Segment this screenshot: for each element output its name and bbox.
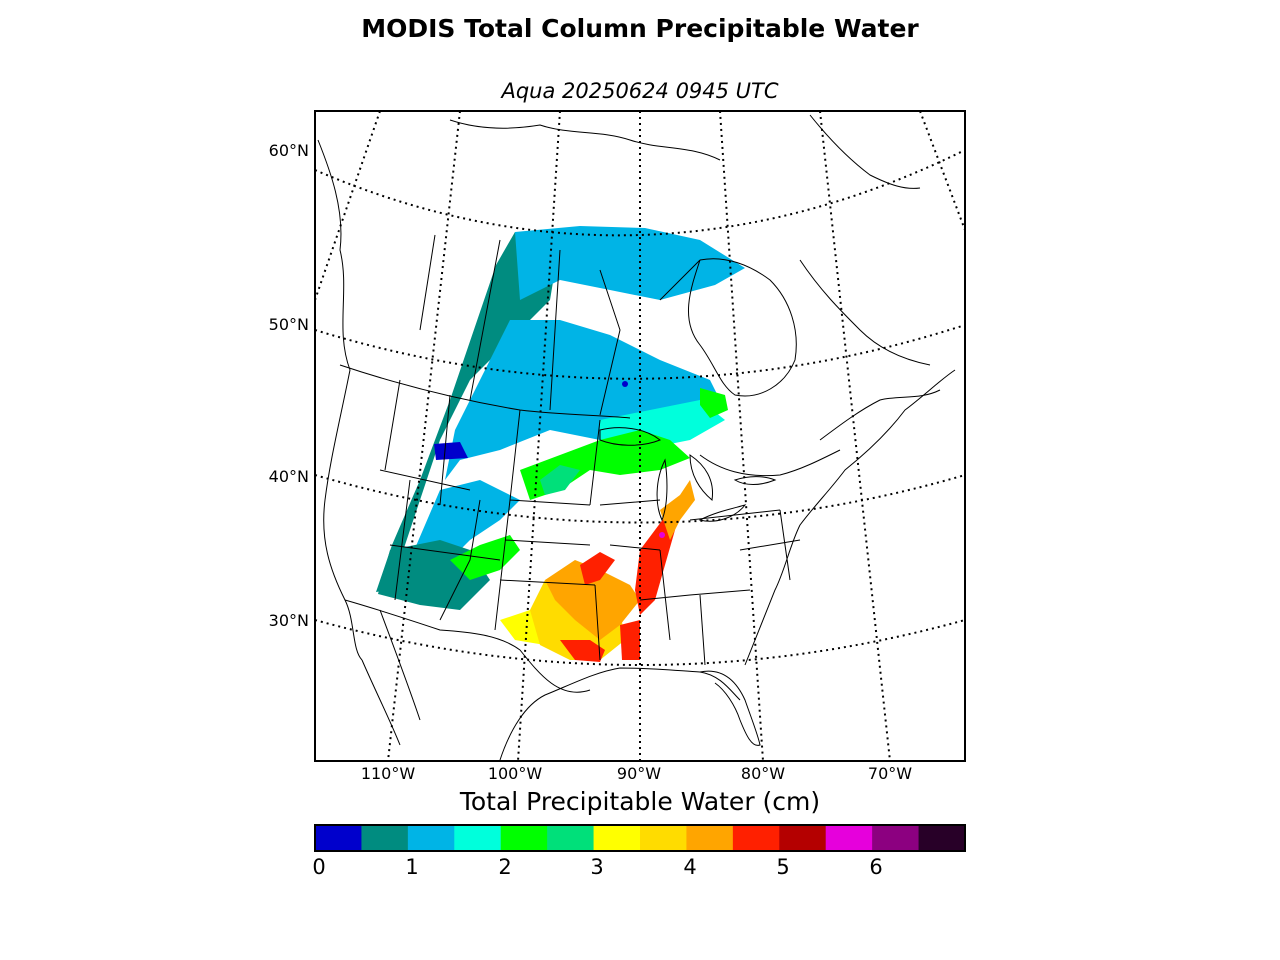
colorbar-swatch [454, 825, 502, 851]
great-lakes-michigan [656, 458, 668, 522]
swath-red-gulf [620, 620, 640, 660]
colorbar-swatch [872, 825, 920, 851]
greenland [809, 114, 921, 189]
swath-green-east [700, 388, 728, 418]
colorbar-swatch [686, 825, 734, 851]
map-title: MODIS Total Column Precipitable Water [361, 14, 919, 43]
colorbar-frame [314, 824, 966, 852]
map-subtitle: Aqua 20250624 0945 UTC [501, 79, 779, 103]
colorbar-swatch [732, 825, 780, 851]
swath-blue-north [515, 226, 745, 300]
swath-deepblue [434, 442, 468, 460]
arctic-coast [449, 119, 721, 161]
map-plot-area [315, 111, 965, 761]
swath-red-south [560, 640, 605, 662]
graticule [315, 111, 965, 761]
canada-provinces [419, 234, 701, 416]
colorbar-swatch [407, 825, 455, 851]
lon-label-80w: 80°W [740, 764, 786, 783]
meridian-110 [387, 111, 461, 761]
lat-label-60: 60°N [268, 141, 309, 160]
state-lines-midwest [599, 499, 801, 666]
swath-red-strip [635, 510, 675, 615]
swath-dark-dot [622, 381, 628, 387]
swath-midgreen [540, 465, 580, 495]
lon-label-70w: 70°W [867, 764, 913, 783]
colorbar-title: Total Precipitable Water (cm) [459, 787, 821, 816]
colorbar-swatch [547, 825, 595, 851]
colorbar-tick-4: 4 [683, 855, 697, 879]
political-boundaries [339, 234, 841, 693]
map-frame [314, 110, 966, 762]
colorbar-tick-1: 1 [405, 855, 419, 879]
gulf-st-lawrence [819, 389, 941, 441]
colorbar-tick-6: 6 [869, 855, 883, 879]
colorbar-swatch [640, 825, 687, 851]
state-lines-plains [494, 409, 601, 661]
lon-label-110w: 110°W [360, 764, 416, 783]
colorbar-tick-5: 5 [776, 855, 790, 879]
meridian-100 [517, 111, 561, 761]
colorbar-tick-2: 2 [498, 855, 512, 879]
florida [699, 670, 761, 746]
pacific-coast [317, 139, 363, 661]
parallel-60 [315, 149, 965, 237]
lat-label-40: 40°N [268, 467, 309, 486]
gulf-of-california [379, 609, 421, 721]
colorbar-swatch [593, 825, 641, 851]
colorbar-swatch [500, 825, 548, 851]
swath-magenta-dot [659, 532, 665, 538]
lat-label-30: 30°N [268, 611, 309, 630]
meridian-60 [919, 111, 965, 231]
swath-red-central [580, 552, 615, 585]
great-lakes-ontario [733, 476, 777, 485]
parallel-50 [315, 324, 965, 380]
us-mexico-border [344, 599, 591, 693]
swath-orange [545, 560, 640, 640]
meridian-120 [315, 111, 381, 301]
data-swath [376, 226, 745, 662]
meridian-70 [819, 111, 891, 761]
lon-label-90w: 90°W [616, 764, 662, 783]
colorbar-swatch [825, 825, 873, 851]
colorbar-tick-3: 3 [590, 855, 604, 879]
baja-coast [361, 659, 401, 746]
swath-orange-strip [660, 480, 695, 540]
parallel-40 [315, 474, 965, 524]
great-lakes-superior [599, 427, 661, 446]
us-canada-border [339, 364, 841, 477]
mexico-gulf-coast [499, 667, 741, 761]
state-lines-west [379, 379, 501, 621]
colorbar-swatch [779, 825, 827, 851]
colorbar-swatch [918, 825, 966, 851]
labrador [799, 259, 931, 366]
colorbar-tick-0: 0 [312, 855, 326, 879]
meridian-80 [719, 111, 764, 761]
great-lakes-huron [689, 454, 714, 501]
colorbar-swatch [361, 825, 409, 851]
atlantic-coast [744, 369, 956, 666]
hudson-bay [687, 258, 797, 397]
lon-label-100w: 100°W [487, 764, 543, 783]
colorbar [315, 825, 966, 851]
lat-label-50: 50°N [268, 315, 309, 334]
colorbar-swatch [315, 825, 362, 851]
